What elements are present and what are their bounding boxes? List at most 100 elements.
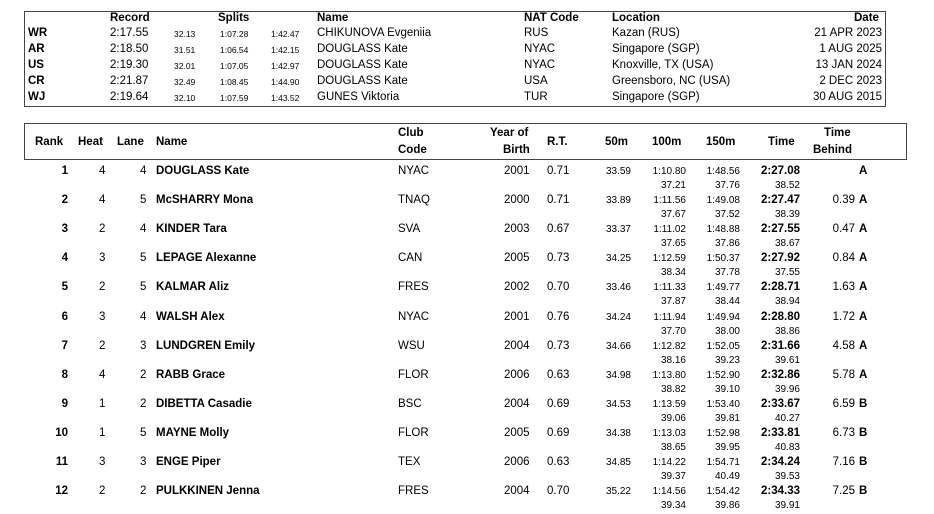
- swimmer-name: LUNDGREN Emily: [156, 339, 256, 352]
- lap-150m: 38.00: [714, 325, 740, 337]
- rank: 9: [61, 397, 68, 410]
- final-time: 2:33.81: [760, 426, 800, 439]
- final-group: B: [859, 485, 868, 498]
- swimmer-name: RABB Grace: [156, 368, 226, 381]
- swimmer-name: KINDER Tara: [156, 223, 227, 236]
- header-splits: Splits: [218, 12, 250, 24]
- year-of-birth: 2004: [504, 485, 530, 498]
- heat: 4: [99, 368, 106, 381]
- records-table: [24, 11, 886, 107]
- reaction-time: 0.71: [547, 194, 570, 207]
- club-code: NYAC: [398, 310, 430, 323]
- split-50m: 34.38: [605, 427, 631, 439]
- lap-100m: 37.67: [660, 209, 686, 221]
- rank: 8: [61, 368, 68, 381]
- header-location: Location: [612, 12, 660, 24]
- split-150m: 1:49.77: [706, 282, 740, 294]
- swimmer-name: McSHARRY Mona: [156, 194, 254, 207]
- record-split-50: 32.13: [174, 29, 196, 39]
- swimmer-name: ENGE Piper: [156, 456, 221, 468]
- final-time: 2:27.92: [760, 252, 800, 265]
- record-location: Greensboro, NC (USA): [612, 75, 731, 87]
- lap-200m: 39.61: [774, 354, 800, 366]
- lap-150m: 37.86: [714, 238, 740, 250]
- rank: 1: [61, 165, 68, 177]
- header-rank: Rank: [35, 136, 64, 148]
- split-150m: 1:53.40: [706, 398, 740, 410]
- final-group: B: [859, 456, 868, 468]
- time-behind: 1.63: [832, 281, 855, 294]
- split-50m: 33.59: [605, 166, 631, 177]
- record-split-150: 1:43.52: [271, 93, 300, 103]
- split-50m: 34.98: [605, 369, 631, 381]
- club-code: FRES: [398, 485, 429, 498]
- split-150m: 1:50.37: [706, 253, 740, 265]
- swimmer-name: DOUGLASS Kate: [156, 165, 250, 177]
- record-name: DOUGLASS Kate: [317, 43, 408, 55]
- heat: 3: [99, 310, 106, 323]
- heat: 2: [99, 339, 106, 352]
- split-100m: 1:11.56: [653, 195, 686, 207]
- split-50m: 34.24: [605, 311, 631, 323]
- lane: 2: [140, 397, 147, 410]
- lap-150m: 37.78: [714, 267, 740, 279]
- lane: 4: [140, 165, 147, 177]
- split-50m: 34.25: [605, 253, 631, 265]
- header-year-of: Year of: [490, 127, 529, 139]
- lap-150m: 37.52: [714, 209, 740, 221]
- time-behind: 4.58: [832, 339, 855, 352]
- reaction-time: 0.70: [547, 485, 570, 498]
- reaction-time: 0.69: [547, 426, 570, 439]
- record-name: DOUGLASS Kate: [317, 75, 408, 87]
- lane: 2: [140, 485, 147, 498]
- club-code: FLOR: [398, 368, 429, 381]
- reaction-time: 0.70: [547, 281, 570, 294]
- year-of-birth: 2003: [504, 223, 530, 236]
- split-100m: 1:10.80: [652, 166, 686, 177]
- rank: 12: [55, 485, 68, 498]
- swimmer-name: PULKKINEN Jenna: [156, 485, 260, 498]
- header-lane: Lane: [117, 136, 144, 148]
- heat: 3: [99, 456, 106, 468]
- record-nat-code: TUR: [524, 91, 548, 103]
- club-code: FRES: [398, 281, 429, 294]
- record-location: Knoxville, TX (USA): [612, 59, 714, 71]
- reaction-time: 0.63: [547, 368, 570, 381]
- record-row: US 2:19.30 32.01 1:07.05 1:42.97 DOUGLASS Kat…: [0, 59, 934, 75]
- heat: 1: [99, 426, 106, 439]
- year-of-birth: 2005: [504, 252, 530, 265]
- header-club: Club: [398, 127, 424, 139]
- record-type: WJ: [28, 91, 46, 103]
- final-time: 2:27.47: [760, 194, 800, 207]
- split-50m: 33.89: [605, 195, 631, 207]
- record-time: 2:18.50: [110, 43, 149, 55]
- record-location: Singapore (SGP): [612, 43, 700, 55]
- lap-150m: 39.81: [714, 412, 740, 424]
- lap-200m: 39.91: [774, 500, 800, 512]
- final-time: 2:31.66: [760, 339, 800, 352]
- final-time: 2:28.80: [760, 310, 800, 323]
- result-row: 2 4 5 McSHARRY Mona TNAQ 2000 0.71 33.89 1:11.56…: [0, 193, 934, 222]
- year-of-birth: 2006: [504, 368, 530, 381]
- record-date: 1 AUG 2025: [819, 43, 882, 55]
- lap-200m: 40.27: [774, 412, 800, 424]
- split-100m: 1:11.02: [653, 224, 686, 236]
- club-code: FLOR: [398, 426, 429, 439]
- final-time: 2:32.86: [760, 368, 800, 381]
- heat: 2: [99, 485, 106, 498]
- time-behind: 7.16: [832, 456, 855, 468]
- final-time: 2:34.33: [760, 485, 800, 498]
- rank: 3: [61, 223, 68, 236]
- record-row: AR 2:18.50 31.51 1:06.54 1:42.15 DOUGLASS Kat…: [0, 43, 934, 59]
- club-code: SVA: [398, 223, 421, 236]
- record-type: WR: [28, 27, 48, 39]
- split-50m: 34.53: [605, 398, 631, 410]
- final-group: A: [859, 194, 868, 207]
- record-time: 2:21.87: [110, 75, 149, 87]
- record-split-50: 32.01: [174, 61, 196, 71]
- lap-100m: 37.70: [660, 325, 686, 337]
- year-of-birth: 2006: [504, 456, 530, 468]
- result-row: 12 2 2 PULKKINEN Jenna FRES 2004 0.70 35.22 1:14…: [0, 484, 934, 513]
- result-row: 11 3 3 ENGE Piper TEX 2006 0.63 34.85 1:14.22 1:5…: [0, 455, 934, 484]
- rank: 10: [55, 426, 68, 439]
